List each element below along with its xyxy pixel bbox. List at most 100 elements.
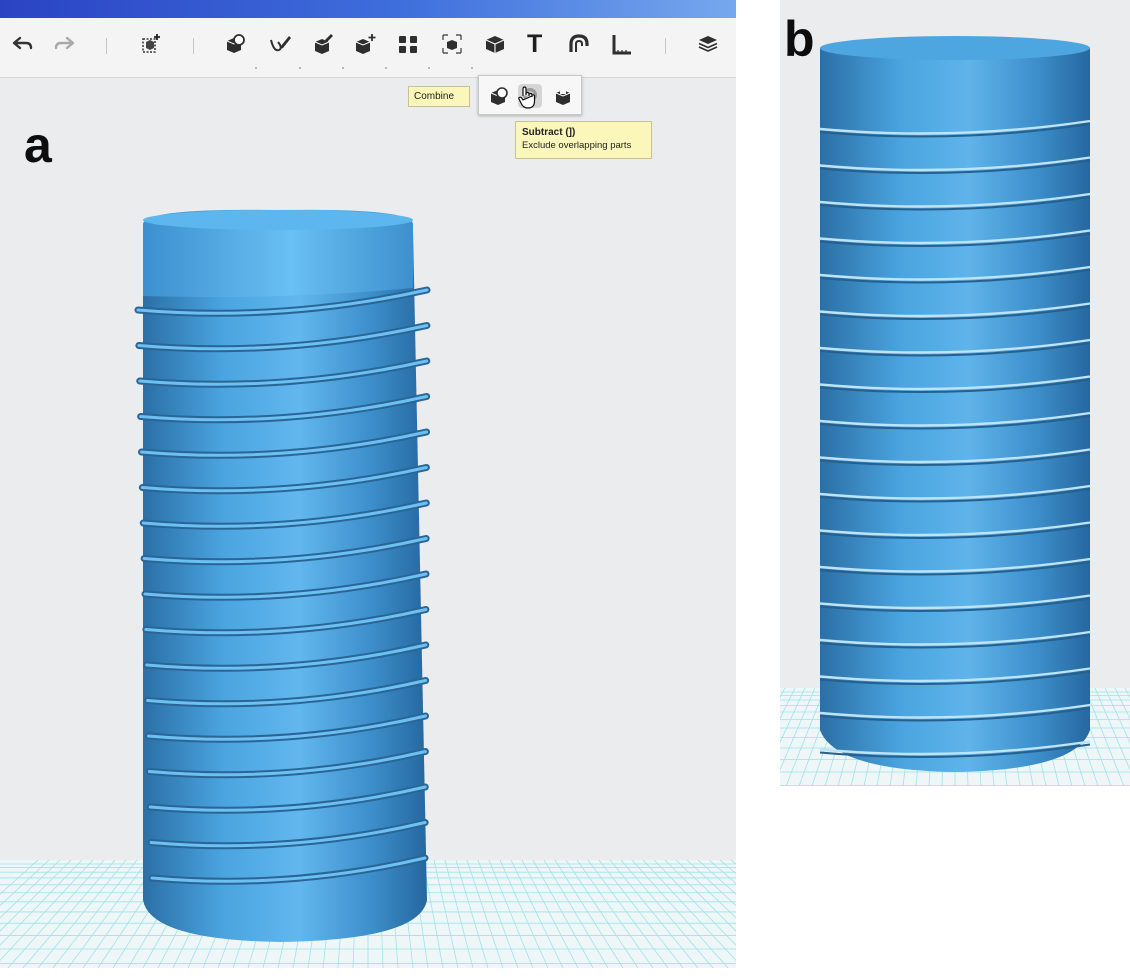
thread-groove bbox=[819, 703, 1091, 719]
grid-line bbox=[631, 860, 729, 968]
grid-line bbox=[1104, 688, 1130, 744]
grid-line bbox=[499, 860, 549, 968]
group-icon[interactable] bbox=[223, 32, 247, 56]
grid-line bbox=[510, 860, 564, 968]
thread-ridge-highlight bbox=[150, 856, 427, 883]
combine-cube-icon[interactable] bbox=[483, 32, 507, 56]
align-icon[interactable] bbox=[396, 32, 420, 56]
grid-line bbox=[0, 860, 72, 932]
grid-line bbox=[565, 860, 639, 968]
grid-line bbox=[1114, 688, 1130, 720]
grid-line bbox=[521, 860, 579, 968]
thread-groove-shadow bbox=[819, 159, 1091, 174]
grid-line bbox=[620, 860, 714, 968]
thread-groove-shadow bbox=[819, 232, 1091, 247]
threaded-cylinder-shape[interactable] bbox=[130, 200, 440, 960]
grid-line bbox=[664, 860, 736, 932]
main-toolbar: T bbox=[0, 18, 736, 78]
thread-ridge-highlight bbox=[147, 750, 427, 777]
layers-icon[interactable] bbox=[696, 32, 720, 56]
panel-a-editor-view: T a bbox=[0, 0, 736, 968]
grid-line bbox=[0, 860, 83, 946]
toolbar-indicator-dot bbox=[299, 67, 301, 69]
thread-ridge-highlight bbox=[138, 359, 429, 386]
thread-groove-shadow bbox=[819, 488, 1091, 503]
thread-groove-shadow bbox=[819, 743, 1091, 758]
thread-groove bbox=[819, 630, 1091, 646]
thread-groove-shadow bbox=[819, 670, 1091, 685]
subtract-tooltip-description: Exclude overlapping parts bbox=[522, 140, 632, 151]
hand-pointer-cursor-icon bbox=[518, 86, 536, 109]
paint-icon[interactable] bbox=[311, 32, 335, 56]
thread-ridge-highlight bbox=[139, 395, 429, 422]
grid-line bbox=[37, 860, 127, 968]
grid-line bbox=[675, 860, 736, 919]
grid-line bbox=[22, 860, 116, 968]
thread-groove bbox=[819, 302, 1091, 318]
thread-groove-shadow bbox=[819, 597, 1091, 612]
scale-icon[interactable] bbox=[440, 32, 464, 56]
thread-ridge-highlight bbox=[147, 714, 427, 741]
thread-groove bbox=[819, 740, 1091, 756]
thread-groove bbox=[819, 192, 1091, 208]
panel-b-result-view: b bbox=[780, 0, 1130, 786]
thread-groove bbox=[819, 229, 1091, 245]
toolbar-indicator-dot bbox=[385, 67, 387, 69]
thread-ridge-highlight bbox=[148, 785, 427, 812]
grid-line bbox=[576, 860, 654, 968]
magnet-icon[interactable] bbox=[566, 32, 590, 56]
thread-ridge-highlight bbox=[145, 643, 428, 670]
combine-icon[interactable] bbox=[487, 84, 511, 108]
toolbar-separator bbox=[193, 38, 194, 54]
redo-arrow-icon[interactable] bbox=[52, 32, 76, 56]
toolbar-indicator-dot bbox=[342, 67, 344, 69]
grid-line bbox=[543, 860, 609, 968]
subtract-tooltip-title: Subtract (]) bbox=[522, 127, 576, 138]
thread-groove bbox=[819, 375, 1091, 391]
pen-sketch-icon[interactable] bbox=[268, 32, 292, 56]
thread-groove bbox=[819, 156, 1091, 172]
panel-label-b: b bbox=[784, 11, 815, 67]
grid-line bbox=[780, 688, 806, 744]
thread-ridge-highlight bbox=[143, 572, 428, 599]
intersect-icon[interactable] bbox=[551, 84, 575, 108]
grid-line bbox=[0, 860, 39, 895]
thread-groove-shadow bbox=[819, 707, 1091, 722]
thread-ridge-highlight bbox=[137, 324, 429, 351]
grid-line bbox=[609, 860, 699, 968]
add-shape-icon[interactable] bbox=[139, 32, 163, 56]
grid-line bbox=[433, 860, 459, 968]
thread-groove-shadow bbox=[819, 561, 1091, 576]
window-title-bar bbox=[0, 0, 736, 18]
grid-line bbox=[1084, 688, 1125, 786]
toolbar-indicator-dot bbox=[471, 67, 473, 69]
thread-groove bbox=[819, 119, 1091, 135]
toolbar-indicator-dot bbox=[255, 67, 257, 69]
thread-groove bbox=[819, 557, 1091, 573]
grid-line bbox=[0, 860, 50, 907]
thread-groove-shadow bbox=[819, 415, 1091, 430]
text-icon[interactable]: T bbox=[527, 30, 543, 58]
grid-line bbox=[444, 860, 474, 968]
move-icon[interactable] bbox=[353, 32, 377, 56]
subtract-tooltip: Subtract (]) Exclude overlapping parts bbox=[515, 121, 652, 159]
thread-ridge-highlight bbox=[140, 466, 428, 493]
thread-groove-shadow bbox=[819, 451, 1091, 466]
toolbar-separator bbox=[106, 38, 107, 54]
grid-line bbox=[477, 860, 519, 968]
grid-line bbox=[653, 860, 736, 946]
threaded-cylinder-result-shape[interactable] bbox=[815, 30, 1095, 780]
grid-line bbox=[532, 860, 594, 968]
grid-line bbox=[697, 860, 736, 895]
thread-groove bbox=[819, 338, 1091, 354]
undo-arrow-icon[interactable] bbox=[11, 32, 35, 56]
grid-line bbox=[0, 860, 61, 919]
thread-ridge-highlight bbox=[140, 430, 428, 457]
ruler-icon[interactable] bbox=[610, 32, 634, 56]
grid-line bbox=[488, 860, 534, 968]
grid-line bbox=[52, 860, 138, 968]
thread-groove-shadow bbox=[819, 378, 1091, 393]
grid-line bbox=[1094, 688, 1130, 771]
grid-line bbox=[7, 860, 105, 968]
grid-line bbox=[780, 688, 796, 720]
